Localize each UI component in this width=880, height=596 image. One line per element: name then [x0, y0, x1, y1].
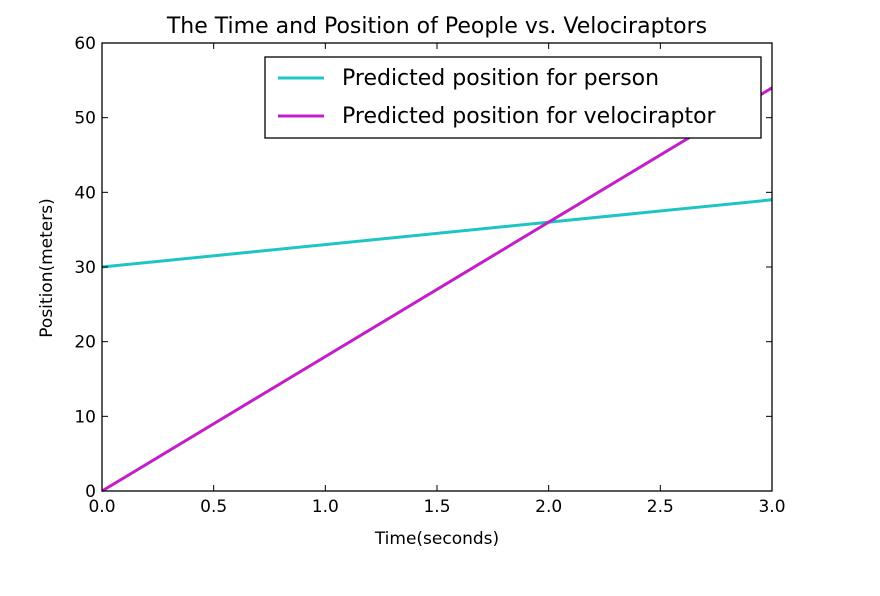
- x-tick-label: 1.5: [423, 497, 450, 517]
- legend: Predicted position for person Predicted …: [264, 56, 762, 139]
- legend-label-person: Predicted position for person: [342, 66, 659, 91]
- series-layer: [101, 86, 773, 493]
- chart-title: The Time and Position of People vs. Velo…: [166, 14, 707, 39]
- x-tick-label: 2.0: [535, 497, 562, 517]
- legend-box: [264, 56, 762, 139]
- x-tick-label: 3.0: [758, 497, 785, 517]
- x-axis-label: Time(seconds): [374, 529, 499, 549]
- y-axis-label: Position(meters): [37, 198, 57, 337]
- x-tick-label: 0.0: [88, 497, 115, 517]
- x-tick-label: 1.0: [312, 497, 339, 517]
- y-tick-label: 0: [85, 482, 96, 502]
- y-tick-label: 20: [74, 333, 96, 353]
- plot-frame: [101, 42, 773, 492]
- series-line-velociraptor: [101, 86, 773, 493]
- y-tick-label: 50: [74, 109, 96, 129]
- y-tick-label: 60: [74, 34, 96, 54]
- x-tick-label: 2.5: [647, 497, 674, 517]
- tick-layer: 0.0 0.5 1.0 1.5 2.0 2.5 3.0 0 10 20 30 40 50 60: [74, 34, 785, 517]
- y-tick-label: 40: [74, 183, 96, 203]
- series-line-person: [101, 198, 773, 269]
- legend-label-velociraptor: Predicted position for velociraptor: [342, 104, 717, 129]
- x-tick-label: 0.5: [200, 497, 227, 517]
- y-tick-label: 30: [74, 258, 96, 278]
- y-tick-label: 10: [74, 407, 96, 427]
